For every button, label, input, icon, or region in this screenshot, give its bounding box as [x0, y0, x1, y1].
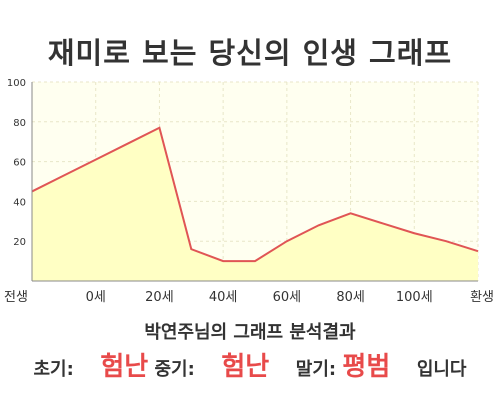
middle-label: 중기: [154, 359, 195, 380]
series-line [31, 126, 479, 263]
y-tick-label: 80 [13, 118, 26, 129]
x-tick-label: 100세 [396, 290, 433, 305]
early-value: 험난 [100, 352, 149, 382]
middle-value: 험난 [221, 352, 270, 382]
x-tick-label: 전생 [4, 290, 28, 305]
area-fill [32, 127, 478, 282]
x-tick-label: 20세 [145, 290, 174, 305]
x-tick-label: 환생 [470, 290, 494, 305]
late-value: 평범 [342, 352, 391, 382]
x-tick-labels: 전생 0세 20세 40세 60세 80세 100세 환생 [4, 290, 494, 305]
y-tick-label: 60 [13, 158, 26, 169]
x-tick-label: 40세 [209, 290, 238, 305]
y-tick-labels: 20 40 60 80 100 [7, 78, 26, 248]
result-line: 초기: 험난 중기: 험난 말기: 평범 입니다 [0, 346, 500, 383]
result-heading: 박연주님의 그래프 분석결과 [144, 322, 356, 343]
y-tick-label: 40 [13, 197, 26, 208]
x-tick-label: 80세 [336, 290, 365, 305]
result-suffix: 입니다 [416, 359, 467, 380]
late-label: 말기: [295, 359, 337, 380]
x-tick-label: 60세 [273, 290, 302, 305]
early-label: 초기: [33, 359, 74, 380]
x-tick-label: 0세 [86, 290, 106, 305]
y-tick-label: 100 [7, 78, 26, 89]
y-tick-label: 20 [13, 237, 26, 248]
page-title: 재미로 보는 당신의 인생 그래프 [47, 36, 453, 70]
